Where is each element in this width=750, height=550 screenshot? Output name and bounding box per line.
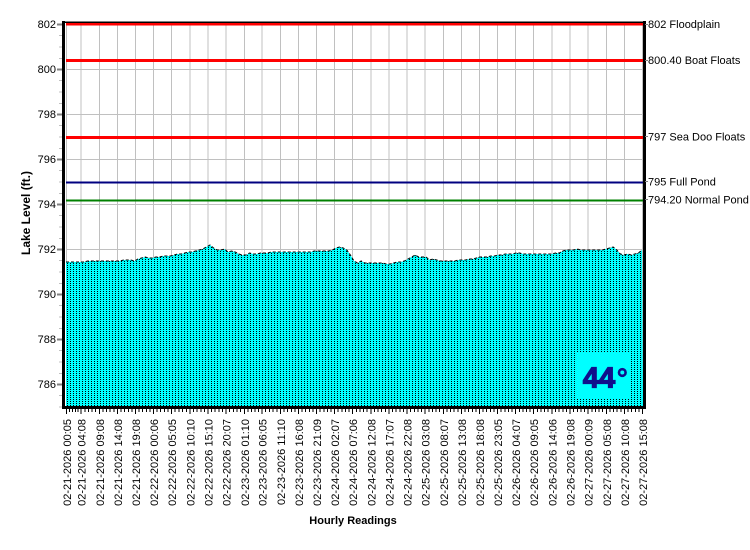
svg-text:44: 44 (583, 363, 615, 395)
svg-text:02-27-2026 10:08: 02-27-2026 10:08 (620, 419, 632, 506)
svg-text:792: 792 (38, 244, 56, 256)
svg-text:02-26-2026 19:08: 02-26-2026 19:08 (566, 419, 578, 506)
svg-text:02-22-2026 05:05: 02-22-2026 05:05 (167, 419, 179, 506)
svg-text:02-27-2026 05:08: 02-27-2026 05:08 (602, 419, 614, 506)
svg-text:02-23-2026 01:10: 02-23-2026 01:10 (240, 419, 252, 506)
svg-text:786: 786 (38, 379, 56, 391)
svg-text:02-26-2026 09:05: 02-26-2026 09:05 (529, 419, 541, 506)
svg-text:02-22-2026 15:10: 02-22-2026 15:10 (204, 419, 216, 506)
svg-text:02-26-2026 04:07: 02-26-2026 04:07 (511, 419, 523, 506)
svg-text:Hourly Readings: Hourly Readings (309, 515, 396, 527)
svg-text:02-23-2026 21:09: 02-23-2026 21:09 (312, 419, 324, 506)
svg-text:790: 790 (38, 289, 56, 301)
svg-text:02-24-2026 12:08: 02-24-2026 12:08 (366, 419, 378, 506)
svg-text:02-25-2026 08:07: 02-25-2026 08:07 (439, 419, 451, 506)
svg-text:794.20 Normal Pond: 794.20 Normal Pond (648, 195, 749, 207)
svg-text:800.40 Boat Floats: 800.40 Boat Floats (648, 55, 741, 67)
svg-text:Lake Level (ft.): Lake Level (ft.) (19, 171, 33, 255)
svg-text:788: 788 (38, 334, 56, 346)
svg-text:802: 802 (38, 19, 56, 31)
svg-text:02-22-2026 10:10: 02-22-2026 10:10 (185, 419, 197, 506)
svg-text:02-22-2026 20:07: 02-22-2026 20:07 (221, 419, 233, 506)
svg-text:02-21-2026 19:08: 02-21-2026 19:08 (131, 419, 143, 506)
svg-text:02-22-2026 00:06: 02-22-2026 00:06 (149, 419, 161, 506)
svg-text:02-25-2026 13:08: 02-25-2026 13:08 (457, 419, 469, 506)
svg-text:02-23-2026 11:10: 02-23-2026 11:10 (276, 419, 288, 505)
svg-text:02-24-2026 02:07: 02-24-2026 02:07 (330, 419, 342, 506)
svg-text:802 Floodplain: 802 Floodplain (648, 19, 720, 31)
svg-text:800: 800 (38, 64, 56, 76)
svg-text:02-21-2026 14:08: 02-21-2026 14:08 (113, 419, 125, 506)
svg-text:02-23-2026 06:05: 02-23-2026 06:05 (258, 419, 270, 506)
svg-text:02-21-2026 00:05: 02-21-2026 00:05 (62, 419, 74, 506)
svg-text:02-23-2026 16:08: 02-23-2026 16:08 (294, 419, 306, 506)
svg-text:797 Sea Doo Floats: 797 Sea Doo Floats (648, 132, 746, 144)
svg-text:02-25-2026 23:05: 02-25-2026 23:05 (493, 419, 505, 506)
svg-text:795 Full Pond: 795 Full Pond (648, 177, 716, 189)
svg-text:02-25-2026 18:08: 02-25-2026 18:08 (475, 419, 487, 506)
svg-text:794: 794 (38, 199, 56, 211)
svg-text:02-21-2026 04:08: 02-21-2026 04:08 (77, 419, 89, 506)
svg-text:02-25-2026 03:08: 02-25-2026 03:08 (421, 419, 433, 506)
svg-text:02-26-2026 14:06: 02-26-2026 14:06 (547, 419, 559, 506)
svg-text:02-27-2026 00:09: 02-27-2026 00:09 (584, 419, 596, 506)
svg-text:798: 798 (38, 109, 56, 121)
svg-text:02-24-2026 22:08: 02-24-2026 22:08 (403, 419, 415, 506)
svg-text:02-21-2026 09:08: 02-21-2026 09:08 (95, 419, 107, 506)
svg-text:796: 796 (38, 154, 56, 166)
svg-text:02-27-2026 15:08: 02-27-2026 15:08 (638, 419, 650, 506)
svg-text:02-24-2026 17:07: 02-24-2026 17:07 (384, 419, 396, 506)
svg-text:02-24-2026 07:06: 02-24-2026 07:06 (348, 419, 360, 506)
